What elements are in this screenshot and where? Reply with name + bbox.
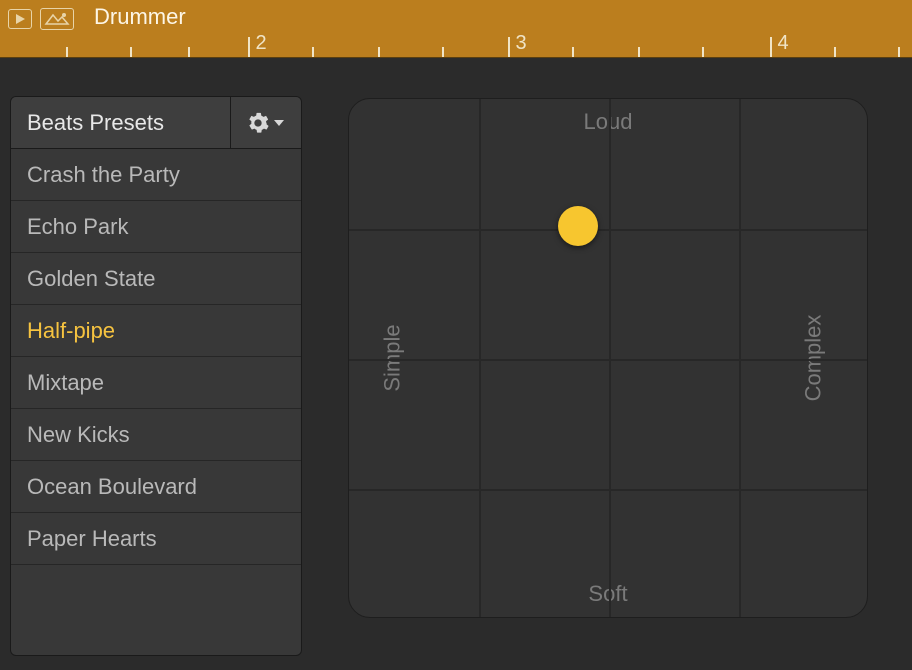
preset-item[interactable]: Ocean Boulevard [11,461,301,513]
ruler-minor-tick [898,47,900,57]
xy-label-bottom: Soft [588,581,627,607]
xy-label-top: Loud [584,109,633,135]
gear-icon [247,112,269,134]
ruler-minor-tick [312,47,314,57]
xy-gridline [349,359,867,361]
xy-gridline [609,99,611,617]
ruler-minor-tick [66,47,68,57]
xy-gridline [349,229,867,231]
xy-label-right: Complex [801,315,827,402]
chevron-down-icon [273,117,285,129]
track-header: Drummer 2 3 4 [0,0,912,58]
xy-puck[interactable] [558,206,598,246]
ruler-mark: 4 [770,32,789,57]
ruler-minor-tick [572,47,574,57]
ruler-minor-tick [702,47,704,57]
preset-item[interactable]: Crash the Party [11,149,301,201]
preset-item[interactable]: Echo Park [11,201,301,253]
ruler-minor-tick [188,47,190,57]
play-icon[interactable] [8,9,32,29]
xy-pad-container: Loud Soft Simple Complex [348,98,878,656]
preset-panel: Beats Presets Crash the PartyEcho ParkGo… [10,96,302,656]
preset-item[interactable]: New Kicks [11,409,301,461]
preset-header: Beats Presets [11,97,301,149]
ruler-minor-tick [638,47,640,57]
ruler-minor-tick [378,47,380,57]
ruler-minor-tick [442,47,444,57]
preset-list: Crash the PartyEcho ParkGolden StateHalf… [11,149,301,655]
xy-gridline [739,99,741,617]
ruler-mark: 3 [508,32,527,57]
xy-label-left: Simple [380,324,406,391]
ruler-minor-tick [834,47,836,57]
preset-item[interactable]: Half-pipe [11,305,301,357]
track-title: Drummer [82,0,186,30]
preset-header-title: Beats Presets [11,97,231,148]
preset-item[interactable]: Mixtape [11,357,301,409]
ruler-mark: 2 [248,32,267,57]
xy-pad[interactable]: Loud Soft Simple Complex [348,98,868,618]
preset-settings-button[interactable] [231,97,301,148]
preset-item[interactable]: Paper Hearts [11,513,301,565]
track-header-icons [0,0,82,32]
preset-item[interactable]: Golden State [11,253,301,305]
xy-gridline [349,489,867,491]
region-icon[interactable] [40,8,74,30]
timeline-ruler[interactable]: 2 3 4 [0,31,912,57]
editor-content: Beats Presets Crash the PartyEcho ParkGo… [0,58,912,670]
ruler-minor-tick [130,47,132,57]
xy-gridline [479,99,481,617]
